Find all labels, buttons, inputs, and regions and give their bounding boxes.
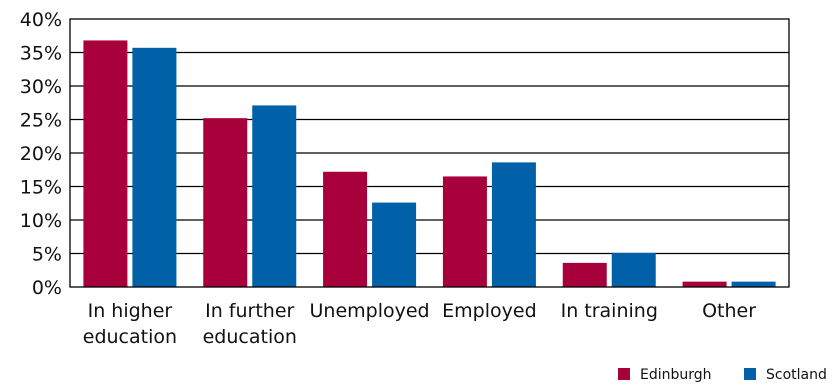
category-label: Other [702,300,756,322]
bar-edinburgh [682,281,727,287]
gridlines [70,51,789,255]
legend: Edinburgh Scotland [618,367,827,383]
legend-swatch-edinburgh [618,368,630,380]
bar-scotland [132,47,177,288]
bar-edinburgh [562,262,607,287]
bar-edinburgh [442,176,487,287]
category-label: Unemployed [310,300,430,322]
bars [83,40,776,288]
y-tick-label: 40% [20,9,62,31]
plot-border [69,18,790,288]
category-labels: In higher education In further education Une… [83,300,756,348]
legend-swatch-scotland [744,368,756,380]
category-label: In further education [203,300,297,348]
y-tick-label: 35% [20,43,62,65]
bar-scotland [372,202,417,287]
bar-edinburgh [323,171,368,287]
y-tick-label: 20% [20,143,62,165]
bar-scotland [491,162,536,287]
bar-scotland [611,252,656,287]
bar-edinburgh [203,118,248,287]
legend-label-scotland: Scotland [766,367,827,383]
category-label: Employed [442,300,536,322]
bar-scotland [252,105,297,288]
y-tick-label: 10% [20,210,62,232]
bar-scotland [731,281,776,287]
y-axis-ticks: 0% 5% 10% 15% 20% 25% 30% 35% 40% [20,9,62,299]
category-label: In higher education [83,300,177,348]
bar-edinburgh [83,40,128,287]
y-tick-label: 15% [20,177,62,199]
y-tick-label: 5% [32,244,62,266]
legend-label-edinburgh: Edinburgh [640,367,712,383]
y-tick-label: 30% [20,76,62,98]
y-tick-label: 0% [32,277,62,299]
category-label: In training [561,300,658,322]
y-tick-label: 25% [20,110,62,132]
